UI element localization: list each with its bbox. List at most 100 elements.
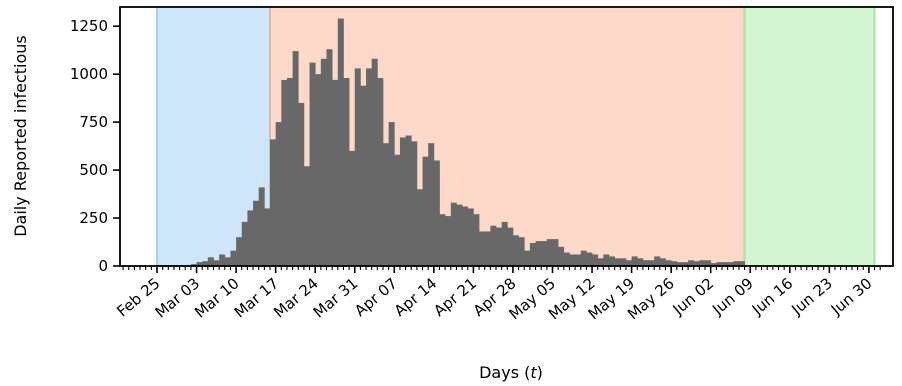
bar: [394, 154, 401, 266]
bar: [213, 260, 220, 266]
bar: [552, 239, 559, 266]
bar: [479, 231, 486, 266]
y-axis: 0 250 500 750 1000 1250: [70, 17, 120, 275]
bar: [241, 221, 248, 266]
bar: [541, 241, 548, 266]
bar: [654, 256, 661, 266]
region-2: [744, 7, 875, 266]
x-tick-label: Apr 21: [430, 274, 480, 320]
x-tick-label: Jun 30: [827, 274, 876, 319]
y-axis-label: Daily Reported infectious: [11, 35, 30, 237]
bar: [286, 77, 293, 266]
bar: [518, 237, 525, 266]
bar: [467, 208, 474, 266]
bar: [309, 62, 316, 266]
bar: [275, 122, 282, 266]
bar: [236, 237, 243, 266]
bar: [411, 141, 418, 266]
bar: [202, 261, 209, 266]
bar: [529, 242, 536, 266]
bar: [315, 74, 322, 266]
bar: [620, 258, 627, 266]
bar: [722, 262, 728, 266]
bar: [659, 258, 666, 266]
bar: [575, 254, 582, 266]
x-tick-label: Jun 16: [748, 274, 797, 319]
x-tick-label: Apr 14: [391, 274, 441, 320]
bar: [343, 77, 350, 266]
bar: [445, 216, 452, 266]
bar: [433, 160, 440, 266]
bar: [501, 221, 508, 266]
y-tick-label: 500: [79, 161, 108, 179]
bar: [592, 254, 599, 266]
x-tick-label: Jun 09: [708, 274, 757, 319]
bar: [693, 261, 700, 266]
bar: [450, 202, 457, 266]
bar: [676, 262, 683, 266]
bars: [157, 18, 745, 267]
bar: [609, 256, 615, 266]
bar: [546, 239, 553, 266]
y-tick-label: 0: [98, 257, 108, 275]
bar: [253, 200, 260, 266]
bar: [558, 246, 565, 266]
bar: [439, 214, 446, 266]
bar: [642, 260, 649, 266]
x-tick-label: Jun 02: [669, 274, 718, 319]
bar: [270, 139, 276, 266]
bar: [230, 250, 237, 266]
bar: [428, 143, 435, 266]
bar: [366, 68, 373, 266]
bar: [320, 58, 327, 266]
bar: [597, 258, 604, 266]
bar: [727, 262, 734, 266]
plot-frame: [119, 6, 894, 267]
bar: [580, 250, 587, 266]
y-tick-label: 1250: [70, 17, 108, 35]
bar: [512, 235, 519, 266]
bar: [298, 102, 305, 266]
bar: [716, 262, 723, 266]
bar: [258, 187, 265, 266]
bar: [332, 79, 339, 266]
bar: [190, 264, 197, 266]
bar: [688, 260, 695, 266]
bar: [473, 214, 480, 266]
y-tick-label: 1000: [70, 65, 108, 83]
bar: [196, 262, 203, 266]
bar: [292, 51, 299, 266]
bar: [326, 49, 333, 266]
x-tick-label: Mar 31: [310, 274, 362, 321]
bar: [207, 257, 214, 266]
x-axis-label: Days (t): [479, 363, 543, 382]
bar: [360, 85, 367, 266]
bar: [569, 254, 576, 266]
bar: [462, 206, 469, 266]
bar: [648, 260, 655, 266]
x-tick-label: Mar 03: [152, 274, 204, 321]
bar: [416, 189, 423, 266]
bar: [699, 260, 706, 266]
bar: [349, 150, 356, 266]
bar: [456, 204, 463, 266]
bar: [665, 260, 672, 266]
bar: [586, 252, 593, 266]
bar: [490, 225, 497, 266]
y-tick-label: 750: [79, 113, 108, 131]
bar: [563, 252, 570, 266]
bar: [281, 79, 288, 266]
bar: [219, 254, 226, 266]
bar: [496, 227, 502, 266]
bar: [399, 137, 406, 266]
bar: [354, 68, 361, 266]
bar: [614, 258, 621, 266]
bar: [337, 18, 344, 267]
bar: [377, 77, 384, 266]
bar: [705, 260, 712, 266]
bar: [405, 135, 412, 266]
bar: [682, 262, 689, 266]
y-tick-label: 250: [79, 209, 108, 227]
bar: [671, 261, 678, 266]
